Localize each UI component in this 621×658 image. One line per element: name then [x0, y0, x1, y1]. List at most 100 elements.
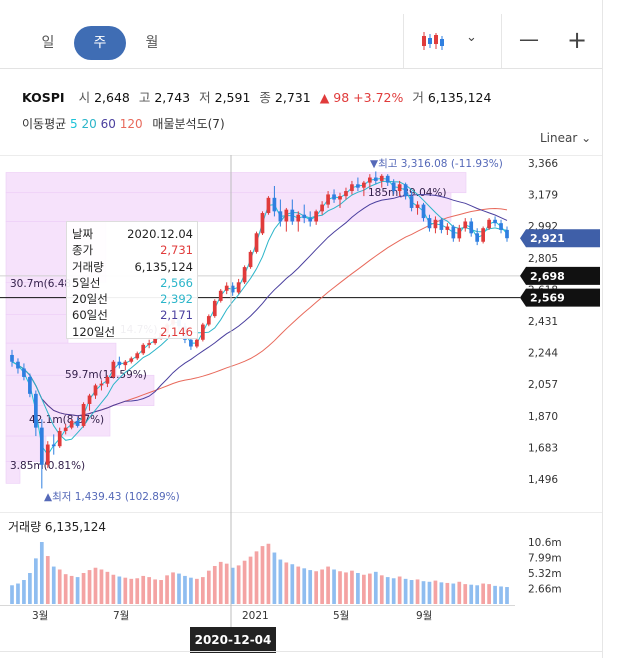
- candle-body: [51, 444, 56, 447]
- candle-body: [373, 177, 378, 181]
- indicator-legend[interactable]: 이동평균 5 20 60 120 매물분석도(7): [22, 115, 225, 132]
- volume-bar: [63, 574, 68, 604]
- volume-bar: [367, 573, 372, 604]
- candle-body: [63, 427, 68, 432]
- price-tag-label: 2,698: [530, 270, 565, 283]
- ma60-label: 60: [100, 117, 116, 131]
- candle-body: [147, 343, 152, 345]
- x-axis-line: [0, 605, 515, 606]
- volume-bar: [362, 574, 366, 604]
- volume-bar: [212, 565, 217, 604]
- divider: [0, 155, 603, 156]
- volume-bar: [427, 581, 432, 604]
- zoom-out-button[interactable]: —: [519, 27, 539, 51]
- volume-tick-label: 10.6m: [528, 537, 562, 549]
- tooltip-value: 2020.12.04: [127, 227, 193, 241]
- volume-bar: [290, 564, 295, 604]
- candle-body: [57, 431, 62, 447]
- volume-bar: [469, 584, 474, 604]
- volume-bar: [22, 580, 26, 604]
- candle-body: [22, 368, 26, 377]
- tab-weekly[interactable]: 주: [74, 26, 126, 60]
- candle-body: [266, 197, 271, 214]
- candle-body: [99, 383, 104, 386]
- candle-body: [93, 385, 98, 396]
- ma20-label: 20: [81, 117, 97, 131]
- volume-bar: [505, 587, 509, 604]
- tooltip-value: 6,135,124: [134, 259, 193, 274]
- volume-bar: [409, 580, 414, 604]
- candle-body: [451, 226, 456, 239]
- x-tick-label: 7월: [113, 610, 129, 622]
- ma120-label: 120: [119, 117, 143, 131]
- candle-body: [206, 316, 211, 325]
- period-tabs: 일 주 월: [22, 26, 178, 60]
- candle-body: [379, 175, 384, 181]
- candle-body: [332, 194, 336, 200]
- candle-body: [499, 223, 503, 230]
- volume-bar: [415, 579, 420, 604]
- tooltip-value: 2,146: [160, 324, 193, 339]
- volume-bar: [183, 575, 187, 604]
- volume-bar: [75, 577, 80, 604]
- price-chart[interactable]: 185m(39.04%)30.7m(6.4814.7%)59.7m(12.59%…: [0, 0, 603, 658]
- candle-body: [487, 219, 491, 229]
- candle-body: [81, 403, 86, 426]
- x-tick-label: 9월: [416, 610, 432, 622]
- ma5-label: 5: [70, 117, 78, 131]
- volume-bar: [16, 583, 20, 604]
- volume-bar: [338, 571, 342, 604]
- candle-body: [356, 184, 360, 188]
- x-tick-label: 2021: [242, 610, 269, 622]
- candle-body: [290, 209, 295, 222]
- high-annotation: ▼최고 3,316.08 (-11.93%): [370, 158, 503, 170]
- volume-bar: [278, 559, 283, 604]
- volume-bar: [10, 585, 14, 604]
- candlestick-icon[interactable]: [420, 30, 446, 57]
- chevron-down-icon[interactable]: ⌄: [466, 30, 477, 45]
- candle-body: [391, 182, 396, 192]
- volume-bar: [272, 552, 277, 604]
- scale-selector[interactable]: Linear ⌄: [540, 131, 591, 145]
- volume-bar: [385, 577, 390, 604]
- candle-body: [463, 221, 468, 229]
- candle-body: [87, 395, 92, 404]
- tooltip-value: 2,171: [160, 308, 193, 323]
- volume-profile-bar: [5, 192, 452, 222]
- volume-profile-bar: [5, 435, 47, 462]
- tab-daily[interactable]: 일: [41, 35, 55, 51]
- candle-body: [403, 184, 408, 197]
- candle-body: [469, 221, 474, 234]
- candle-body: [45, 444, 50, 465]
- tooltip-key: 20일선: [72, 292, 108, 307]
- tab-monthly[interactable]: 월: [145, 35, 159, 51]
- divider: [0, 512, 603, 513]
- volume-bar: [34, 558, 38, 604]
- candle-body: [129, 358, 134, 362]
- candle-body: [69, 420, 74, 428]
- volume-tick-label: 2.66m: [528, 583, 562, 595]
- candle-body: [224, 285, 229, 291]
- volume-bar: [28, 573, 32, 604]
- tooltip-key: 거래량: [72, 259, 104, 274]
- volume-bar: [45, 556, 50, 604]
- candle-body: [10, 354, 14, 362]
- volume-bar: [296, 566, 301, 604]
- change-value: ▲ 98: [319, 90, 350, 105]
- volume-bar: [266, 543, 271, 604]
- candle-body: [105, 376, 110, 384]
- volume-bar: [356, 573, 360, 604]
- volume-profile-label: 42.1m(8.87%): [29, 414, 104, 426]
- zoom-in-button[interactable]: +: [567, 26, 588, 54]
- candle-body: [415, 204, 420, 208]
- candle-body: [481, 228, 485, 242]
- volume-bar: [69, 575, 74, 604]
- volume-bar: [39, 542, 44, 604]
- volume-bar: [373, 571, 378, 604]
- volume-bar: [457, 581, 462, 604]
- volume-bar: [421, 581, 426, 604]
- tooltip-row: 60일선 2,171: [72, 307, 193, 323]
- index-name: KOSPI: [22, 90, 65, 105]
- volume-bar: [332, 569, 336, 604]
- volume-bar: [260, 546, 265, 604]
